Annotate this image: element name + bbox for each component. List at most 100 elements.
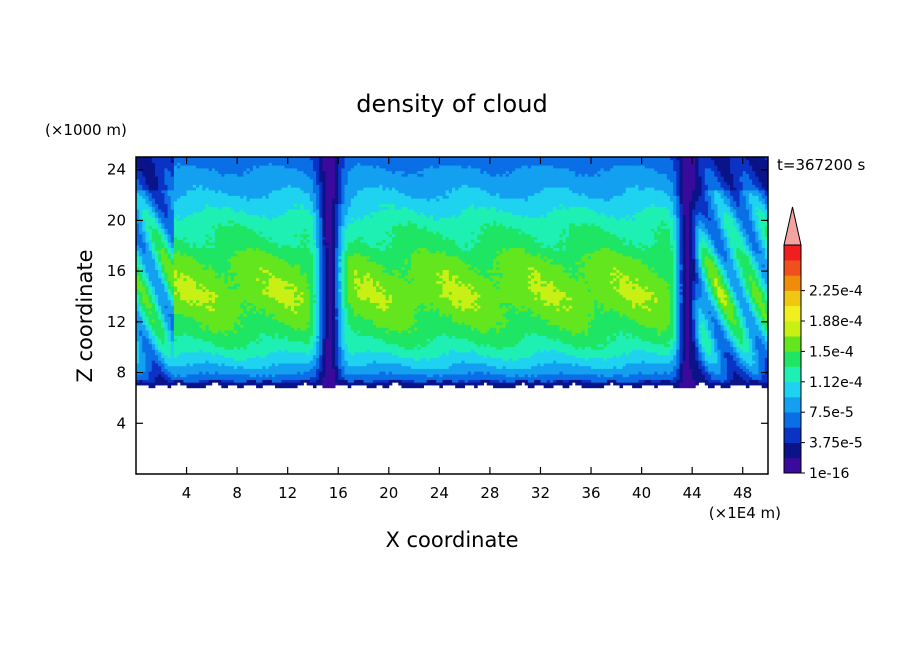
field-cell	[202, 291, 206, 295]
field-cell	[297, 376, 301, 380]
field-cell	[249, 365, 254, 369]
field-cell	[151, 346, 156, 350]
field-cell	[278, 258, 282, 262]
field-cell	[275, 288, 279, 293]
field-cell	[316, 211, 320, 216]
field-cell	[271, 264, 276, 268]
field-cell	[303, 261, 308, 265]
field-cell	[202, 203, 206, 207]
field-cell	[300, 288, 304, 293]
field-cell	[243, 258, 247, 262]
field-cell	[199, 288, 203, 293]
field-cell	[237, 209, 241, 213]
field-cell	[192, 231, 197, 235]
field-cell	[322, 288, 326, 293]
field-cell	[259, 184, 263, 188]
field-cell	[271, 308, 276, 312]
field-cell	[278, 176, 282, 180]
field-cell	[145, 280, 150, 284]
field-cell	[145, 269, 150, 273]
field-cell	[271, 327, 276, 331]
field-cell	[211, 376, 216, 380]
field-cell	[189, 255, 194, 260]
field-cell	[145, 299, 150, 304]
field-cell	[167, 250, 172, 254]
field-cell	[227, 217, 232, 221]
field-cell	[189, 305, 194, 309]
field-cell	[145, 200, 150, 205]
field-cell	[319, 165, 323, 169]
field-cell	[252, 217, 257, 221]
field-cell	[189, 247, 194, 251]
field-cell	[196, 349, 200, 353]
field-cell	[265, 225, 270, 229]
field-cell	[158, 157, 162, 161]
field-cell	[145, 258, 150, 262]
field-cell	[316, 176, 320, 180]
field-cell	[275, 159, 279, 163]
field-cell	[240, 269, 244, 273]
field-cell	[183, 376, 187, 380]
field-cell	[170, 354, 175, 358]
field-cell	[322, 275, 326, 279]
field-cell	[249, 275, 254, 279]
field-cell	[290, 250, 295, 254]
field-cell	[145, 305, 150, 309]
field-cell	[322, 286, 326, 290]
field-cell	[151, 275, 156, 279]
field-cell	[265, 324, 270, 328]
field-cell	[180, 167, 184, 172]
field-cell	[240, 357, 244, 361]
field-cell	[167, 313, 172, 317]
field-cell	[199, 198, 203, 202]
field-cell	[275, 250, 279, 254]
field-cell	[202, 346, 206, 350]
field-cell	[256, 354, 260, 358]
field-cell	[303, 376, 308, 380]
field-cell	[319, 365, 323, 369]
field-cell	[287, 264, 292, 268]
field-cell	[148, 187, 153, 191]
field-cell	[303, 360, 308, 364]
field-cell	[230, 200, 235, 205]
field-cell	[240, 220, 244, 224]
field-cell	[183, 302, 187, 306]
field-cell	[312, 277, 317, 282]
field-cell	[265, 371, 270, 375]
field-cell	[189, 313, 194, 317]
field-cell	[211, 365, 216, 369]
field-cell	[259, 332, 263, 336]
field-cell	[154, 294, 159, 298]
field-cell	[303, 228, 308, 232]
field-cell	[215, 379, 219, 383]
field-cell	[151, 198, 156, 202]
field-cell	[164, 376, 168, 380]
field-cell	[271, 335, 276, 339]
field-cell	[211, 178, 216, 183]
field-cell	[186, 280, 191, 284]
field-cell	[300, 195, 304, 199]
field-cell	[139, 288, 143, 293]
field-cell	[180, 297, 184, 301]
field-cell	[224, 299, 229, 304]
field-cell	[215, 363, 219, 367]
field-cell	[148, 305, 153, 309]
field-cell	[199, 253, 203, 257]
field-cell	[275, 225, 279, 229]
field-cell	[278, 280, 282, 284]
field-cell	[262, 288, 266, 293]
field-cell	[316, 283, 320, 287]
field-cell	[309, 250, 314, 254]
field-cell	[233, 266, 238, 271]
field-cell	[161, 341, 165, 345]
field-cell	[278, 220, 282, 224]
field-cell	[170, 178, 175, 183]
field-cell	[186, 313, 191, 317]
field-cell	[164, 176, 168, 180]
field-cell	[136, 178, 140, 183]
field-cell	[297, 203, 301, 207]
field-cell	[196, 217, 200, 221]
field-cell	[154, 354, 159, 358]
field-cell	[268, 165, 273, 169]
field-cell	[252, 184, 257, 188]
